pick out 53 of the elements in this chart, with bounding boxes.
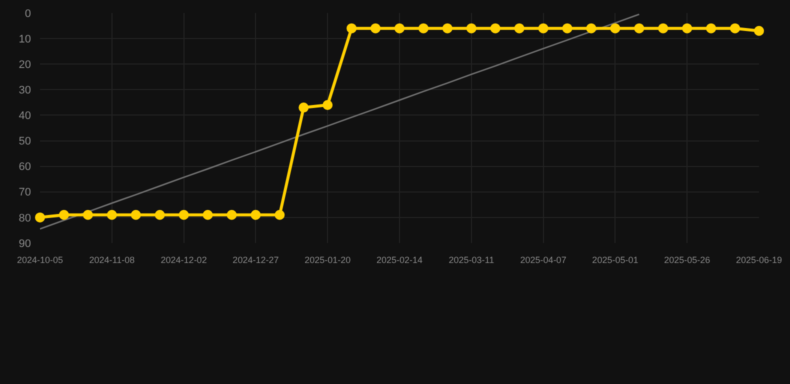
x-tick-label: 2025-06-19: [736, 255, 782, 265]
y-tick-label: 0: [24, 8, 31, 20]
point: [706, 23, 716, 34]
point: [226, 210, 237, 220]
point: [106, 210, 117, 220]
point: [490, 23, 500, 34]
point: [298, 102, 309, 113]
point: [178, 210, 189, 220]
point: [130, 210, 141, 220]
point: [346, 23, 357, 34]
point: [202, 210, 213, 220]
x-tick-label: 2025-01-20: [304, 255, 351, 265]
x-tick-label: 2025-03-11: [448, 255, 494, 265]
point: [442, 23, 452, 34]
y-tick-label: 70: [18, 186, 31, 199]
point: [562, 23, 572, 34]
x-tick-label: 2024-12-02: [160, 255, 207, 265]
point: [274, 210, 285, 220]
y-tick-label: 20: [18, 58, 31, 71]
x-tick-label: 2025-05-26: [664, 255, 710, 265]
point: [658, 23, 668, 34]
point: [58, 210, 69, 220]
point: [610, 23, 620, 34]
point: [682, 23, 692, 34]
point: [394, 23, 404, 34]
y-tick-label: 80: [18, 212, 31, 224]
point: [754, 26, 764, 36]
point: [250, 210, 261, 220]
point: [514, 23, 524, 34]
point: [370, 23, 381, 34]
point: [154, 210, 165, 220]
y-tick-label: 90: [18, 238, 31, 250]
y-tick-label: 30: [18, 84, 31, 97]
y-tick-label: 50: [18, 136, 31, 148]
line-series: [40, 14, 640, 230]
point: [538, 23, 548, 34]
point: [35, 212, 45, 222]
x-tick-label: 2024-10-05: [16, 255, 64, 265]
point: [634, 23, 644, 34]
point: [466, 23, 476, 34]
point: [418, 23, 428, 34]
point: [322, 100, 333, 110]
x-tick-label: 2024-11-08: [89, 255, 135, 265]
y-tick-label: 60: [18, 161, 31, 174]
point: [82, 210, 93, 220]
point: [730, 23, 740, 34]
y-tick-label: 10: [18, 33, 31, 46]
point: [586, 23, 596, 34]
x-tick-label: 2024-12-27: [232, 255, 279, 265]
y-tick-label: 40: [18, 110, 31, 122]
x-tick-label: 2025-02-14: [376, 255, 423, 265]
x-tick-label: 2025-04-07: [520, 255, 566, 265]
x-tick-label: 2025-05-01: [592, 255, 638, 265]
